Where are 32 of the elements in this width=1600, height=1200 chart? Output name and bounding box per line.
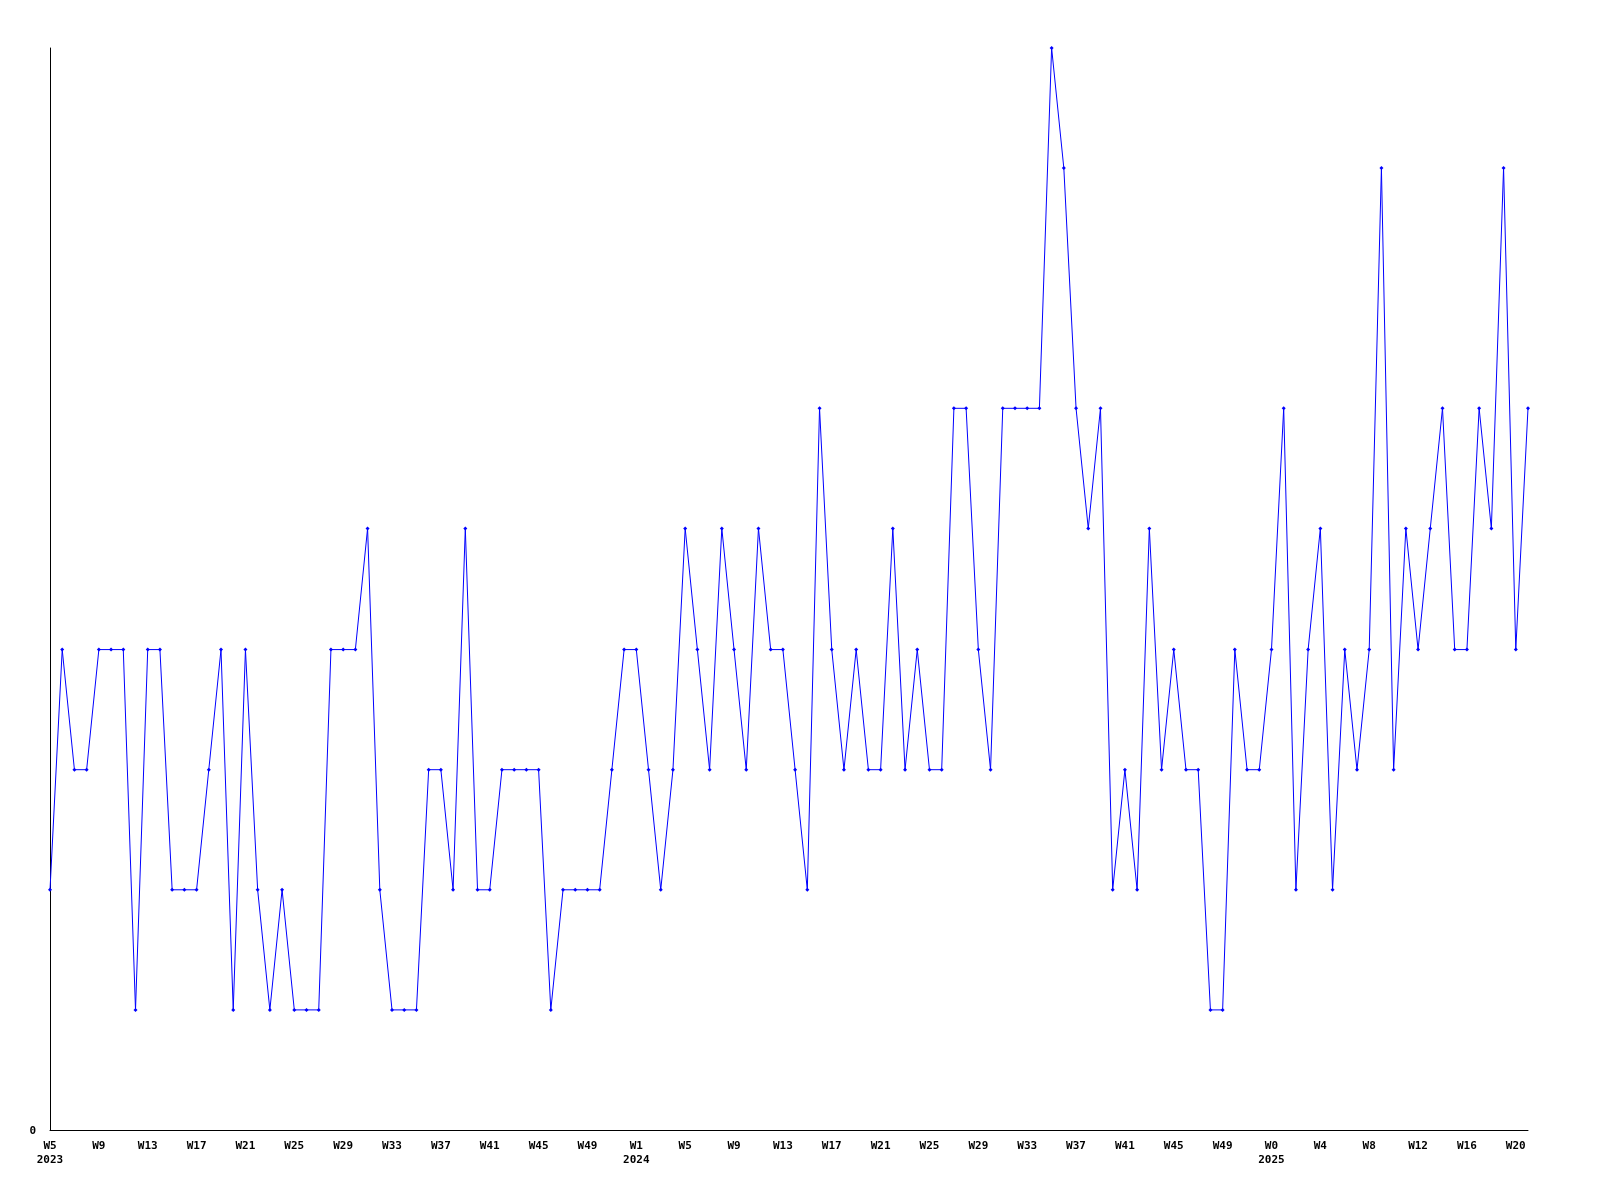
x-tick-label: W5 bbox=[678, 1138, 692, 1152]
x-tick-label: W25 bbox=[284, 1138, 305, 1152]
x-tick-label: W9 bbox=[92, 1138, 106, 1152]
x-tick-label: W45 bbox=[528, 1138, 549, 1152]
x-tick-label: W17 bbox=[186, 1138, 207, 1152]
x-tick-label: W13 bbox=[137, 1138, 158, 1152]
x-tick-label: W25 bbox=[919, 1138, 940, 1152]
x-tick-label: W41 bbox=[479, 1138, 501, 1152]
text: 0 bbox=[29, 1123, 36, 1137]
x-tick-label: W12 bbox=[1408, 1138, 1428, 1152]
x-tick-label: W16 bbox=[1456, 1138, 1478, 1152]
x-tick-label: W49 bbox=[1212, 1138, 1233, 1152]
x-tick-label: W21 bbox=[870, 1138, 891, 1152]
x-tick-label: W33 bbox=[1017, 1138, 1038, 1152]
x-tick-label: W8 bbox=[1362, 1138, 1376, 1152]
x-tick-label: W13 bbox=[772, 1138, 793, 1152]
x-tick-label: W20 bbox=[1505, 1138, 1526, 1152]
x-tick-label: W33 bbox=[382, 1138, 402, 1152]
x-tick-label: W29 bbox=[968, 1138, 989, 1152]
x-tick-label: W37 bbox=[430, 1138, 451, 1152]
x-tick-label: W9 bbox=[727, 1138, 741, 1152]
x-tick-label: W1 2024 bbox=[623, 1138, 650, 1166]
x-tick-label: W5 2023 bbox=[36, 1138, 64, 1166]
x-tick-label: W4 bbox=[1313, 1138, 1328, 1152]
x-tick-label: W0 2025 bbox=[1258, 1138, 1285, 1166]
x-tick-label: W49 bbox=[577, 1138, 598, 1152]
x-tick-label: W17 bbox=[821, 1138, 842, 1152]
x-tick-label: W29 bbox=[333, 1138, 354, 1152]
x-tick-label: W45 bbox=[1163, 1138, 1184, 1152]
x-tick-label: W21 bbox=[235, 1138, 256, 1152]
x-tick-label: W41 bbox=[1114, 1138, 1136, 1152]
x-tick-label: W37 bbox=[1066, 1138, 1086, 1152]
